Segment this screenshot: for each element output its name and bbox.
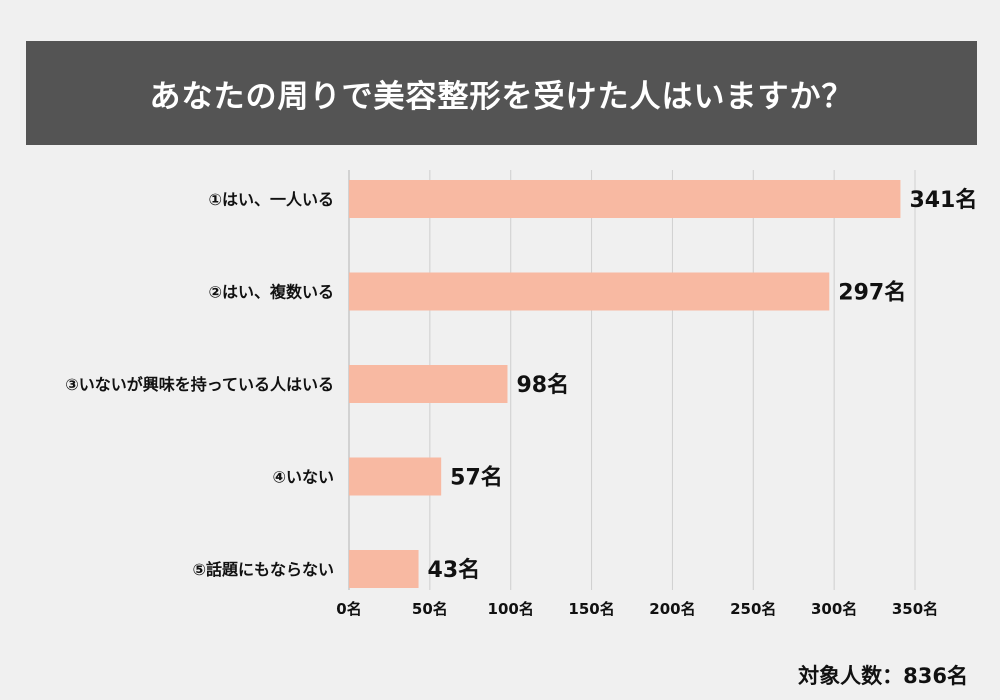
respondent-count: 対象人数：836名 — [798, 664, 968, 688]
x-tick-label-350: 350名 — [892, 600, 938, 618]
bar-1 — [349, 180, 901, 218]
x-tick-label-150: 150名 — [568, 600, 614, 618]
x-tick-label-200: 200名 — [649, 600, 695, 618]
category-label-5: ⑤話題にもならない — [192, 560, 334, 579]
bar-4 — [349, 457, 442, 496]
bar-5 — [349, 550, 419, 588]
x-tick-label-250: 250名 — [730, 600, 776, 618]
value-label-5: 43名 — [428, 557, 481, 583]
value-label-2: 297名 — [838, 280, 906, 306]
chart-title: あなたの周りで美容整形を受けた人はいますか？ — [149, 78, 854, 115]
category-label-4: ④いない — [272, 468, 334, 487]
x-tick-label-50: 50名 — [412, 600, 448, 618]
category-label-1: ①はい、一人いる — [208, 190, 334, 209]
x-tick-label-300: 300名 — [811, 600, 857, 618]
value-label-3: 98名 — [516, 372, 569, 398]
x-tick-label-100: 100名 — [488, 600, 534, 618]
value-label-1: 341名 — [909, 187, 977, 213]
bar-2 — [349, 272, 830, 311]
title-banner: あなたの周りで美容整形を受けた人はいますか？ — [26, 41, 977, 145]
category-label-3: ③いないが興味を持っている人はいる — [65, 375, 334, 394]
bar-3 — [349, 365, 508, 403]
x-tick-label-0: 0名 — [336, 600, 361, 618]
category-label-2: ②はい、複数いる — [208, 283, 334, 302]
value-label-4: 57名 — [450, 465, 503, 491]
